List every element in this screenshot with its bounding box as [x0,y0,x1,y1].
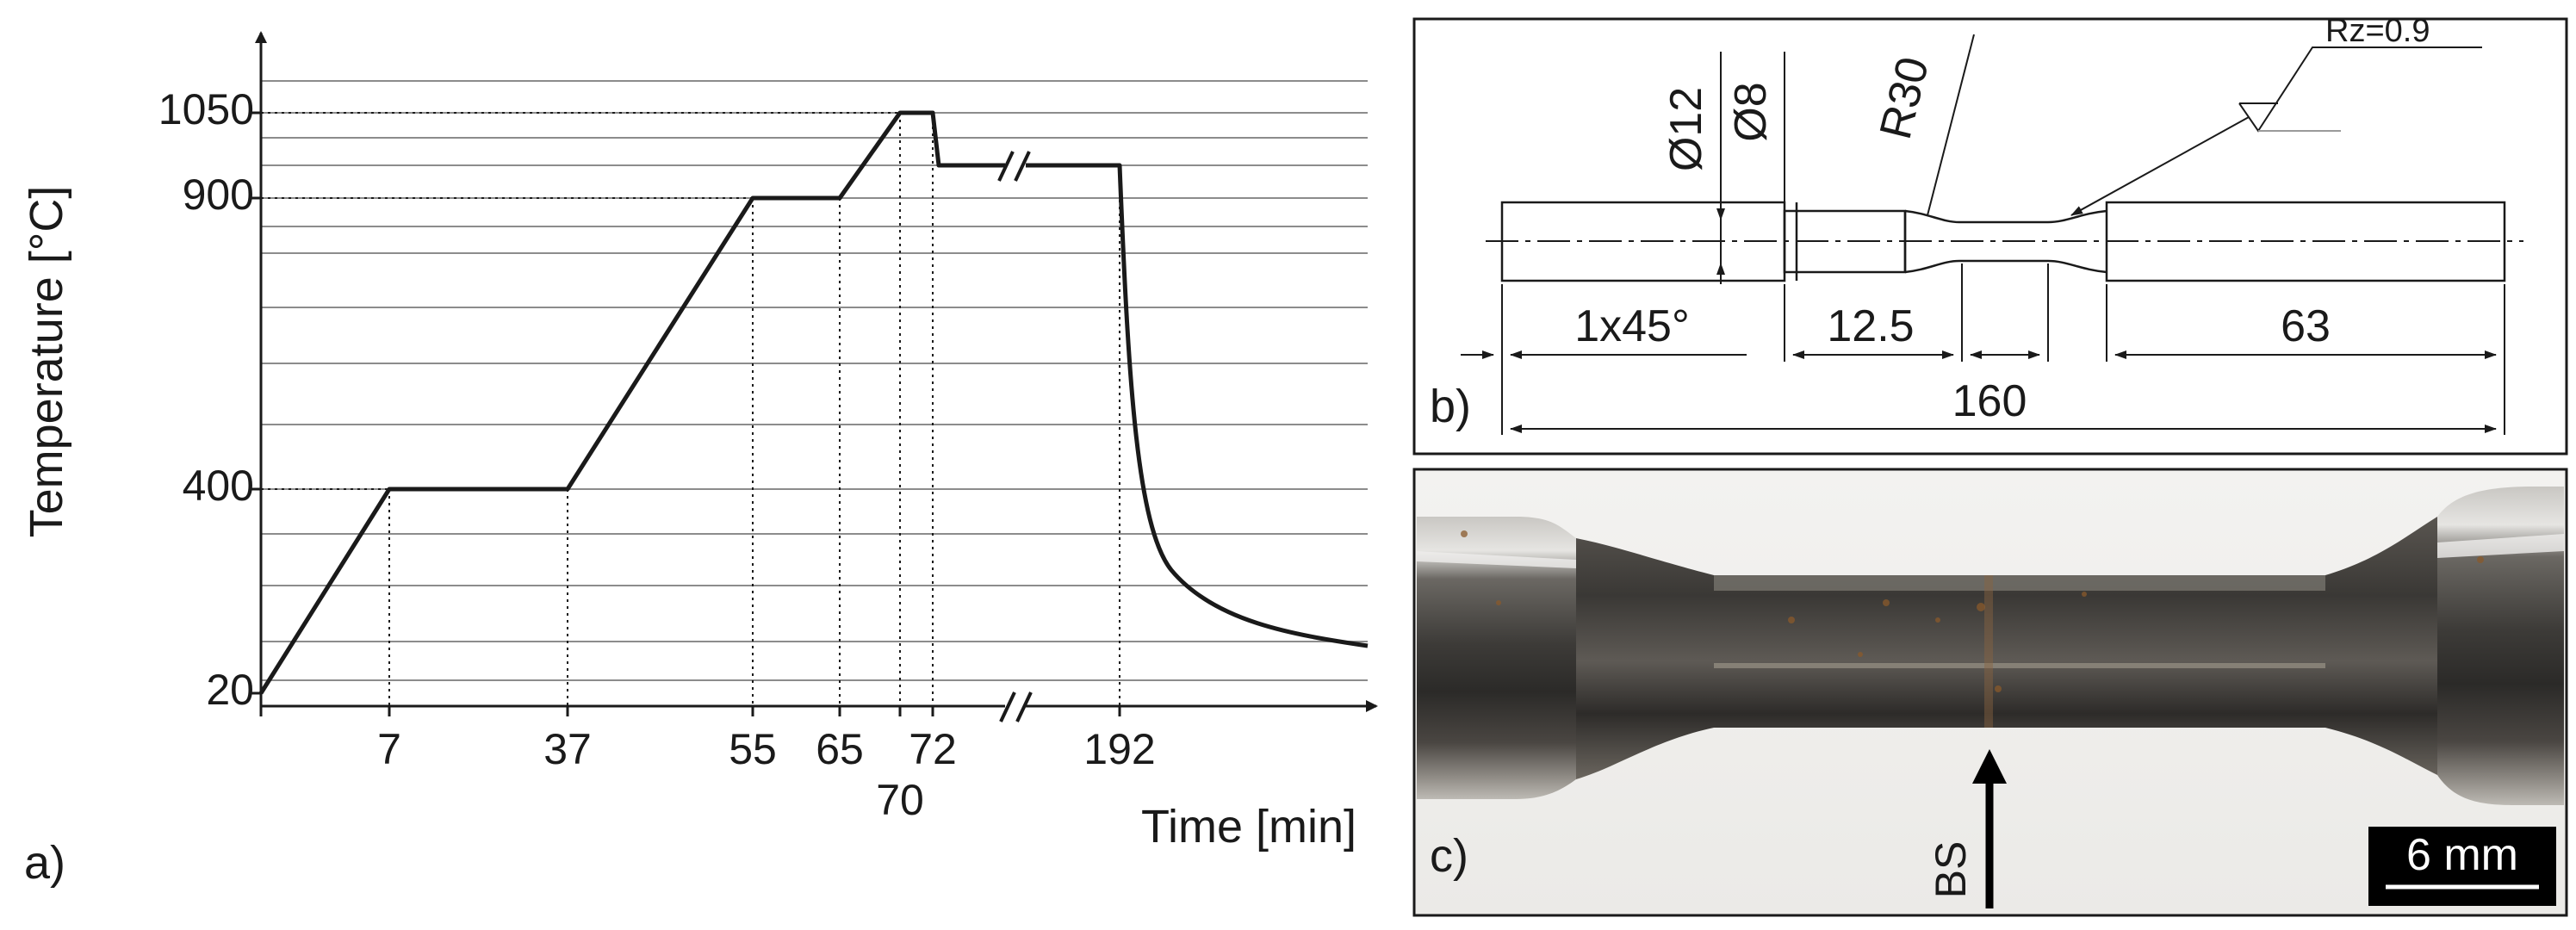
panel-label-c: c) [1430,830,1468,882]
temperature-curve [258,110,1369,695]
panel-label-b: b) [1430,381,1471,432]
dim-dia8: Ø8 [1726,82,1776,141]
diameter-callouts [1716,52,1785,284]
y-tick-label: 400 [183,462,254,510]
x-tick-label: 37 [543,725,592,773]
axis-ticks [251,111,1121,716]
axis-break-x [999,691,1033,722]
x-tick-label: 65 [816,725,864,773]
y-tick-label: 900 [183,170,254,219]
dim-gauge-length: 12.5 [1827,301,1914,351]
x-tick-label: 7 [377,725,401,773]
specimen-photo: BS 6 mm c) [1412,468,2568,917]
guide-lines [261,112,1120,706]
roughness-value: Rz=0.9 [2325,13,2430,49]
heat-treatment-chart: 20 400 900 1050 7 37 55 65 72 192 70 Tim… [21,31,1378,889]
y-axis-label: Temperature [°C] [21,186,72,538]
scale-bar-label: 6 mm [2406,830,2518,880]
bs-marker-arrow [1972,749,2007,908]
x-axis-label: Time [min] [1141,801,1356,852]
bs-marker-label: BS [1927,841,1975,899]
dim-total-length: 160 [1952,376,2027,426]
x-tick-label: 55 [729,725,777,773]
specimen-image [1417,487,2564,805]
dimension-lines [1461,264,2505,435]
neck-top [1904,209,2107,224]
y-tick-label: 20 [206,666,254,714]
panel-label-a: a) [24,837,65,889]
x-tick-label: 72 [909,725,957,773]
specimen-drawing: Ø12 Ø8 R30 Rz=0.9 1x45° 1 [1412,13,2568,456]
dim-dia12: Ø12 [1661,87,1711,171]
x-tick-label-70: 70 [876,776,924,824]
scale-bar-box [2368,827,2556,906]
radius-leader [1927,34,1975,216]
dim-chamfer: 1x45° [1574,301,1690,351]
dim-grip-length: 63 [2281,301,2331,351]
y-tick-label: 1050 [158,85,254,133]
x-tick-label: 192 [1083,725,1155,773]
neck-bottom [1904,259,2107,274]
axis-break-curve [997,151,1031,182]
drawing-frame [1412,17,2568,456]
chart-grid [261,80,1368,681]
roughness-symbol [2070,46,2482,216]
